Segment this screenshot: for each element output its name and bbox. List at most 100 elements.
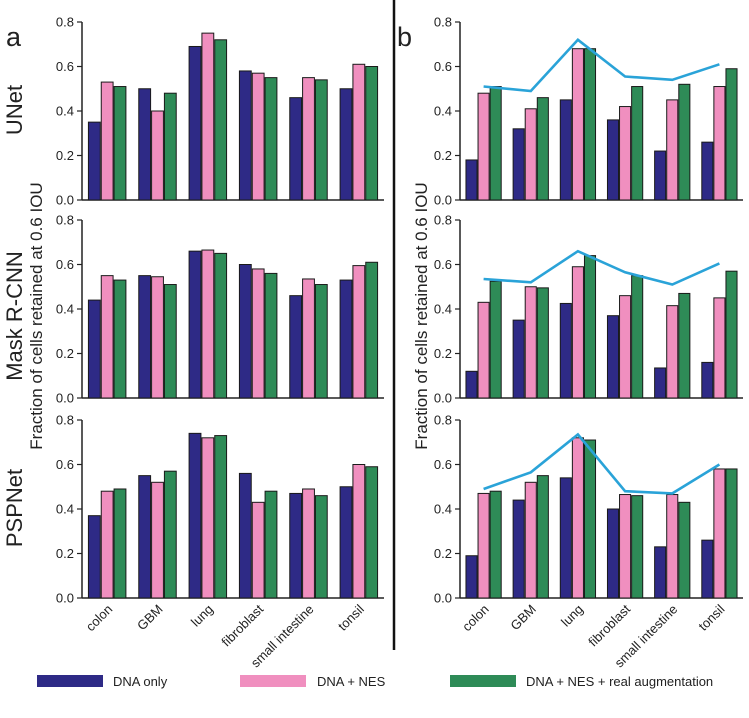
bar-b-unet-colon-dna-nes-real-augmentation bbox=[489, 86, 502, 201]
bar-b-unet-gbm-dna-nes-real-augmentation bbox=[536, 97, 549, 201]
bar-a-unet-lung-dna-nes bbox=[201, 32, 215, 201]
bar-b-unet-colon-dna-only bbox=[465, 159, 478, 201]
bar-b-unet-small-intestine-dna-nes bbox=[666, 99, 679, 201]
bar-b-pspnet-gbm-dna-nes-real-augmentation bbox=[536, 475, 549, 599]
bar-a-mask-r-cnn-colon-dna-only bbox=[87, 299, 101, 399]
bar-a-pspnet-colon-dna-nes-real-augmentation bbox=[113, 488, 127, 599]
bar-b-mask-r-cnn-small-intestine-dna-nes-real-augmentation bbox=[678, 292, 691, 399]
y-tick-label-a-pspnet: 0.2 bbox=[56, 546, 74, 561]
bar-a-unet-tonsil-dna-nes-real-augmentation bbox=[365, 66, 379, 201]
bar-a-mask-r-cnn-tonsil-dna-nes bbox=[352, 265, 366, 399]
bar-a-mask-r-cnn-fibroblast-dna-only bbox=[238, 264, 252, 399]
x-tick-label-a-gbm: GBM bbox=[134, 602, 166, 634]
y-tick-label-a-unet: 0.0 bbox=[56, 193, 74, 208]
bar-a-unet-tonsil-dna-nes bbox=[352, 63, 366, 201]
bar-b-mask-r-cnn-small-intestine-dna-only bbox=[654, 367, 667, 399]
y-tick-label-a-mask-r-cnn: 0.6 bbox=[56, 257, 74, 272]
bar-b-unet-gbm-dna-only bbox=[512, 128, 525, 201]
bar-a-mask-r-cnn-colon-dna-nes bbox=[100, 275, 114, 399]
bar-a-pspnet-gbm-dna-only bbox=[138, 475, 152, 599]
y-tick-label-b-unet: 0.2 bbox=[434, 148, 452, 163]
bar-b-unet-lung-dna-only bbox=[559, 99, 572, 201]
y-tick-label-b-unet: 0.4 bbox=[434, 104, 452, 119]
row-label-mask-rcnn: Mask R-CNN bbox=[2, 251, 27, 381]
bar-b-mask-r-cnn-lung-dna-nes-real-augmentation bbox=[583, 255, 597, 399]
row-label-pspnet: PSPNet bbox=[2, 469, 27, 547]
bar-a-unet-gbm-dna-nes bbox=[151, 110, 164, 201]
bar-b-mask-r-cnn-fibroblast-dna-only bbox=[606, 315, 620, 399]
x-tick-label-a-tonsil: tonsil bbox=[335, 601, 367, 633]
series-line-b-mask-r-cnn bbox=[483, 249, 720, 286]
bar-a-mask-r-cnn-tonsil-dna-only bbox=[339, 279, 353, 399]
bar-b-pspnet-small-intestine-dna-nes bbox=[666, 494, 679, 599]
y-tick-label-b-mask-r-cnn: 0.4 bbox=[434, 302, 452, 317]
x-tick-label-b-gbm: GBM bbox=[507, 602, 539, 634]
bar-a-unet-colon-dna-nes-real-augmentation bbox=[113, 86, 127, 201]
bar-a-pspnet-tonsil-dna-nes bbox=[352, 464, 366, 599]
y-tick-label-b-unet: 0.6 bbox=[434, 59, 452, 74]
bar-b-pspnet-colon-dna-nes bbox=[477, 492, 490, 599]
bar-a-pspnet-lung-dna-only bbox=[188, 432, 202, 599]
bar-a-mask-r-cnn-gbm-dna-only bbox=[138, 275, 152, 399]
bar-a-pspnet-fibroblast-dna-only bbox=[238, 472, 252, 599]
y-tick-label-a-mask-r-cnn: 0.0 bbox=[56, 391, 74, 406]
bar-b-mask-r-cnn-fibroblast-dna-nes-real-augmentation bbox=[631, 275, 644, 399]
bar-b-unet-tonsil-dna-nes bbox=[713, 86, 726, 201]
x-tick-label-b-colon: colon bbox=[459, 602, 492, 635]
bar-a-pspnet-lung-dna-nes bbox=[201, 437, 215, 599]
bar-b-mask-r-cnn-gbm-dna-nes bbox=[524, 286, 537, 399]
bar-b-unet-fibroblast-dna-nes bbox=[619, 106, 632, 201]
bar-a-unet-tonsil-dna-only bbox=[339, 88, 353, 201]
y-tick-label-b-pspnet: 0.2 bbox=[434, 546, 452, 561]
plot-b-mask-r-cnn: 0.0 0.2 0.4 0.6 0.8 bbox=[434, 213, 743, 406]
bar-b-pspnet-small-intestine-dna-only bbox=[654, 546, 667, 599]
bar-a-mask-r-cnn-small-intestine-dna-nes bbox=[302, 278, 315, 399]
bar-b-pspnet-gbm-dna-only bbox=[512, 499, 525, 599]
y-axis-label-b: Fraction of cells retained at 0.6 IOU bbox=[412, 182, 431, 449]
y-tick-label-a-unet: 0.6 bbox=[56, 59, 74, 74]
y-tick-label-b-unet: 0.8 bbox=[434, 15, 452, 30]
y-tick-label-b-unet: 0.0 bbox=[434, 193, 452, 208]
legend: DNA only DNA + NES DNA + NES + real augm… bbox=[37, 674, 713, 689]
bar-b-pspnet-fibroblast-dna-nes-real-augmentation bbox=[631, 495, 644, 599]
legend-swatch-dna-only bbox=[37, 675, 103, 687]
bar-a-pspnet-small-intestine-dna-nes-real-augmentation bbox=[314, 495, 328, 599]
legend-label-dna-nes-aug: DNA + NES + real augmentation bbox=[526, 674, 713, 689]
bar-a-mask-r-cnn-small-intestine-dna-nes-real-augmentation bbox=[314, 284, 328, 399]
y-tick-label-a-pspnet: 0.6 bbox=[56, 457, 74, 472]
bar-a-pspnet-fibroblast-dna-nes bbox=[251, 501, 265, 599]
y-tick-label-a-pspnet: 0.8 bbox=[56, 413, 74, 428]
bar-a-pspnet-colon-dna-only bbox=[87, 515, 101, 599]
x-tick-label-b-lung: lung bbox=[558, 602, 586, 630]
y-tick-label-b-mask-r-cnn: 0.2 bbox=[434, 346, 452, 361]
x-tick-label-a-lung: lung bbox=[188, 602, 216, 630]
bar-a-mask-r-cnn-lung-dna-nes bbox=[201, 249, 215, 399]
bar-a-pspnet-tonsil-dna-nes-real-augmentation bbox=[365, 466, 379, 599]
bar-b-unet-lung-dna-nes bbox=[571, 48, 584, 201]
panel-label-a: a bbox=[6, 22, 22, 52]
x-tick-label-b-tonsil: tonsil bbox=[695, 601, 727, 633]
series-line-b-pspnet bbox=[483, 432, 721, 495]
row-label-unet: UNet bbox=[2, 85, 27, 135]
bar-b-unet-gbm-dna-nes bbox=[524, 108, 537, 201]
x-tick-label-a-colon: colon bbox=[83, 602, 116, 635]
bar-a-unet-small-intestine-dna-nes-real-augmentation bbox=[314, 79, 328, 201]
bar-a-unet-gbm-dna-nes-real-augmentation bbox=[163, 92, 177, 201]
bar-b-mask-r-cnn-colon-dna-only bbox=[465, 370, 478, 399]
bar-b-mask-r-cnn-gbm-dna-nes-real-augmentation bbox=[536, 287, 549, 399]
bar-a-pspnet-lung-dna-nes-real-augmentation bbox=[214, 435, 228, 599]
y-tick-label-b-pspnet: 0.8 bbox=[434, 413, 452, 428]
bar-b-mask-r-cnn-fibroblast-dna-nes bbox=[619, 295, 632, 399]
bar-a-unet-fibroblast-dna-only bbox=[238, 70, 252, 201]
bar-b-pspnet-fibroblast-dna-nes bbox=[619, 494, 632, 599]
bar-a-unet-colon-dna-nes bbox=[100, 81, 114, 201]
legend-label-dna-only: DNA only bbox=[113, 674, 168, 689]
bar-a-unet-lung-dna-nes-real-augmentation bbox=[214, 39, 228, 201]
series-line-b-unet bbox=[483, 38, 720, 93]
bar-b-mask-r-cnn-tonsil-dna-nes bbox=[713, 297, 726, 399]
bar-b-pspnet-small-intestine-dna-nes-real-augmentation bbox=[678, 501, 691, 599]
legend-swatch-dna-nes-aug bbox=[450, 675, 516, 687]
